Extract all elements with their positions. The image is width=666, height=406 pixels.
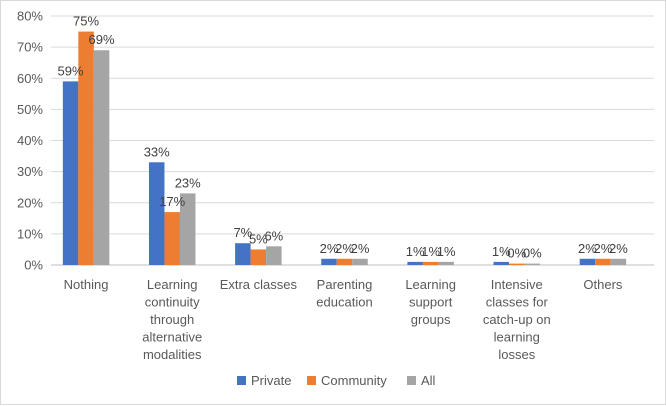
gridlines: [51, 15, 654, 266]
data-label: 2%: [578, 241, 597, 256]
data-labels: 59%33%7%2% 1% 1% 2%75%17%5%2% 1% 0% 2%69%23%6%…: [58, 14, 629, 261]
data-label: 33%: [144, 144, 170, 159]
bar-community-6: [595, 258, 611, 265]
bar-all-3: [352, 258, 368, 265]
bar-all-1: [179, 193, 196, 265]
bar-community-0: [78, 31, 94, 265]
data-label: 0%: [507, 246, 526, 261]
legend-swatch: [407, 376, 416, 385]
y-tick-label: 60%: [17, 71, 43, 86]
y-tick-label: 40%: [17, 133, 43, 148]
y-axis-ticks: 0% 10% 20% 30% 40% 50% 60% 70% 80%: [17, 9, 43, 273]
bar-all-0: [93, 50, 110, 265]
legend-item-community: Community: [307, 373, 387, 388]
data-label: 1%: [421, 244, 440, 259]
x-category-label: Nothing: [64, 277, 109, 292]
bars: [62, 31, 627, 265]
legend-item-private: Private: [237, 373, 291, 388]
bar-community-3: [336, 258, 353, 265]
data-label: 23%: [175, 175, 201, 190]
data-label: 1%: [406, 244, 425, 259]
legend-item-all: All: [407, 373, 436, 388]
y-tick-label: 20%: [17, 195, 43, 210]
y-tick-label: 50%: [17, 102, 43, 117]
x-category-label: Parenting education: [316, 277, 372, 310]
y-tick-label: 30%: [17, 164, 43, 179]
bar-private-4: [407, 261, 423, 265]
data-label: 2%: [351, 241, 370, 256]
legend-swatch: [237, 376, 246, 385]
bar-community-1: [164, 212, 180, 265]
legend-swatch: [307, 376, 316, 385]
bar-private-3: [321, 258, 337, 265]
bar-all-6: [610, 258, 627, 265]
bar-private-6: [579, 258, 596, 265]
data-label: 2%: [335, 241, 354, 256]
x-category-label: Learning continuity through alternative moda…: [142, 277, 202, 362]
data-label: 5%: [249, 231, 268, 246]
x-category-label: Intensive classes for catch-up on learning l…: [483, 277, 551, 362]
data-label: 17%: [159, 194, 185, 209]
data-label: 75%: [73, 14, 99, 29]
y-tick-label: 10%: [17, 226, 43, 241]
data-label: 7%: [233, 225, 252, 240]
x-axis-categories: Nothing Learning continuity through alternat…: [64, 277, 623, 362]
bar-private-2: [235, 243, 251, 265]
legend: Private Community All: [237, 373, 436, 388]
y-tick-label: 70%: [17, 40, 43, 55]
data-label: 0%: [523, 246, 542, 261]
bar-all-5: [524, 263, 541, 265]
bar-private-5: [493, 261, 510, 265]
x-category-label: Learning support groups: [405, 277, 456, 327]
bar-community-2: [250, 249, 267, 265]
data-label: 6%: [264, 228, 283, 243]
bar-all-4: [438, 261, 454, 265]
bar-community-5: [509, 263, 525, 265]
legend-label: Private: [251, 373, 291, 388]
data-label: 2%: [609, 241, 628, 256]
x-category-label: Others: [583, 277, 623, 292]
data-label: 59%: [58, 63, 84, 78]
data-label: 2%: [320, 241, 339, 256]
data-label: 2%: [594, 241, 613, 256]
y-tick-label: 0%: [24, 258, 43, 273]
x-category-label: Extra classes: [220, 277, 298, 292]
legend-label: Community: [321, 373, 387, 388]
data-label: 1%: [492, 244, 511, 259]
bar-private-1: [148, 162, 165, 265]
y-tick-label: 80%: [17, 9, 43, 24]
data-label: 1%: [437, 244, 456, 259]
bar-community-4: [422, 261, 439, 265]
bar-all-2: [266, 246, 282, 265]
data-label: 69%: [89, 32, 115, 47]
bar-private-0: [62, 81, 79, 265]
legend-label: All: [421, 373, 436, 388]
